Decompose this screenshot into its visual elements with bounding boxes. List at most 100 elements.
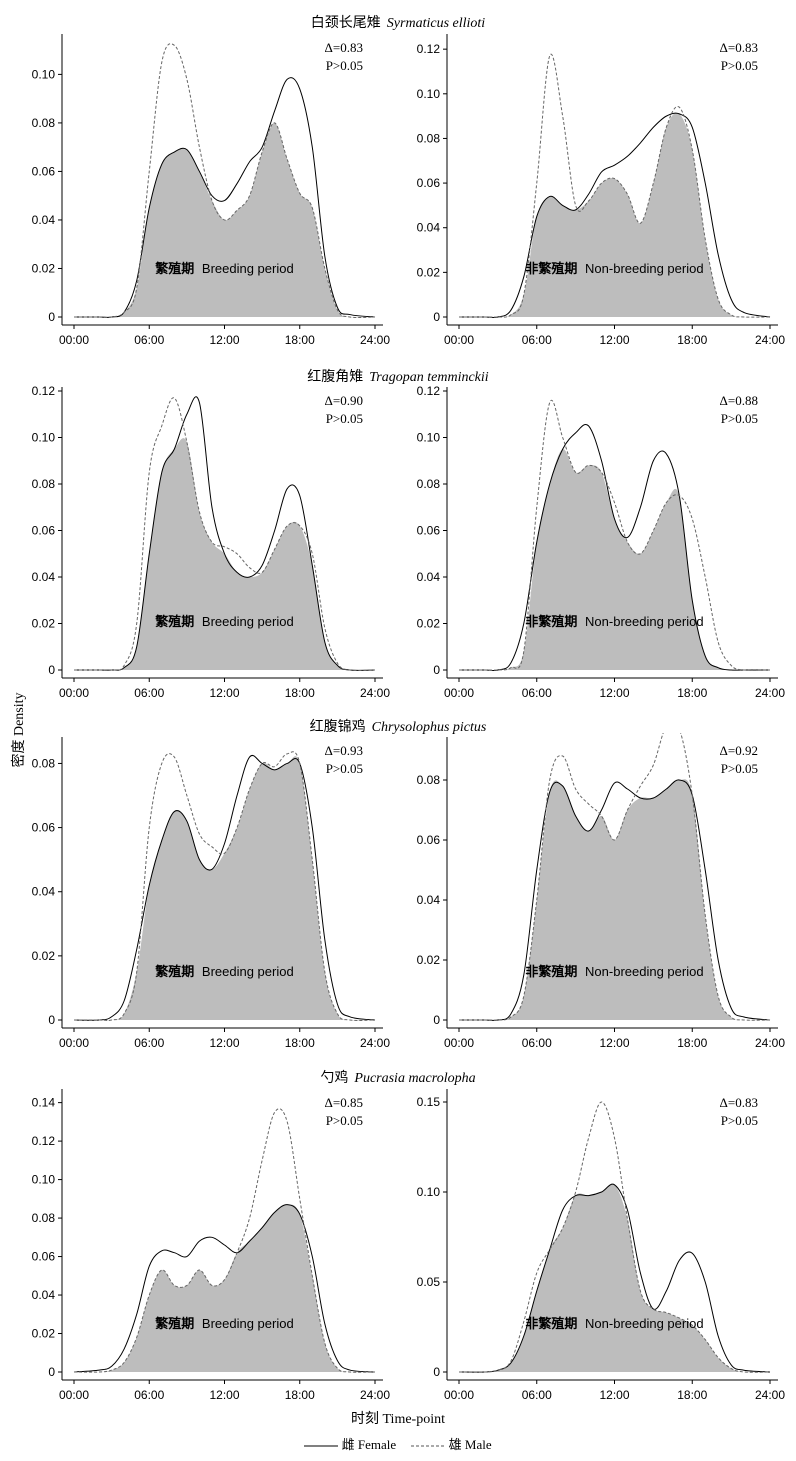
y-tick-label: 0.08 — [417, 477, 441, 491]
x-tick-label: 00:00 — [59, 1036, 89, 1050]
female-density-line — [459, 779, 771, 1021]
x-tick-label: 00:00 — [444, 1388, 474, 1402]
y-tick-label: 0.06 — [417, 833, 441, 847]
y-tick-label: 0 — [433, 1013, 440, 1027]
p-value: P>0.05 — [721, 1113, 758, 1128]
period-label-cn: 非繁殖期 — [525, 614, 581, 629]
overlap-coefficient: Δ=0.93 — [325, 743, 363, 758]
male-density-line — [74, 43, 376, 319]
x-tick-label: 18:00 — [285, 1388, 315, 1402]
chart-panel: 0 0.05 0.10 0.15 00:00 06:00 12:00 18:00 24:00 Δ=… — [417, 1089, 785, 1402]
x-tick-label: 24:00 — [360, 1388, 390, 1402]
period-label-en: Breeding period — [202, 964, 294, 979]
x-tick-label: 18:00 — [677, 1036, 707, 1050]
female-density-line — [74, 77, 376, 318]
y-tick-label: 0.08 — [417, 131, 441, 145]
y-tick-label: 0.10 — [32, 431, 56, 445]
x-tick-label: 00:00 — [59, 1388, 89, 1402]
female-density-line — [459, 112, 771, 318]
y-tick-label: 0 — [48, 1365, 55, 1379]
y-tick-label: 0.15 — [417, 1095, 441, 1109]
period-label-cn: 繁殖期 — [155, 614, 198, 629]
overlap-area — [459, 779, 770, 1021]
y-tick-label: 0.12 — [417, 42, 441, 56]
y-tick-label: 0.04 — [32, 213, 56, 227]
period-label: 非繁殖期 Non-breeding period — [525, 614, 703, 629]
male-density-line — [459, 53, 771, 318]
y-tick-label: 0.06 — [32, 1250, 56, 1264]
species-title-2: 红腹角雉 Tragopan temminckii — [0, 366, 796, 386]
chart-panel: 0 0.02 0.04 0.06 0.08 0.10 0.12 00:00 06:00 12:00… — [32, 384, 391, 700]
period-label: 繁殖期 Breeding period — [155, 614, 293, 629]
y-tick-label: 0.06 — [417, 524, 441, 538]
female-density-line — [458, 1183, 771, 1373]
x-tick-label: 12:00 — [599, 1036, 629, 1050]
overlap-coefficient: Δ=0.92 — [720, 743, 758, 758]
y-tick-label: 0.12 — [417, 384, 441, 398]
y-tick-label: 0.04 — [32, 570, 56, 584]
x-tick-label: 24:00 — [755, 1388, 785, 1402]
period-label: 繁殖期 Breeding period — [155, 1316, 293, 1331]
female-density-line — [73, 1204, 376, 1373]
legend-solid-line — [304, 1445, 339, 1447]
male-density-line — [459, 733, 771, 1021]
overlap-area — [459, 112, 770, 318]
y-tick-label: 0.12 — [32, 384, 56, 398]
species-latin: Tragopan temminckii — [369, 370, 489, 385]
p-value: P>0.05 — [721, 411, 758, 426]
y-tick-label: 0 — [433, 1365, 440, 1379]
overlap-coefficient: Δ=0.83 — [720, 1095, 758, 1110]
x-tick-label: 12:00 — [209, 1036, 239, 1050]
period-label-cn: 繁殖期 — [155, 261, 198, 276]
x-tick-label: 24:00 — [755, 1036, 785, 1050]
x-tick-label: 24:00 — [360, 333, 390, 347]
x-tick-label: 18:00 — [677, 333, 707, 347]
y-tick-label: 0.04 — [32, 1288, 56, 1302]
p-value: P>0.05 — [721, 58, 758, 73]
y-tick-label: 0.08 — [32, 756, 56, 770]
x-tick-label: 12:00 — [209, 1388, 239, 1402]
legend-male-label: 雄 Male — [448, 1437, 492, 1452]
period-label-cn: 繁殖期 — [155, 964, 198, 979]
period-label-en: Breeding period — [202, 261, 294, 276]
chart-panel: 0 0.02 0.04 0.06 0.08 00:00 06:00 12:00 18:00 24:… — [417, 733, 785, 1050]
x-tick-label: 24:00 — [360, 1036, 390, 1050]
x-tick-label: 06:00 — [134, 333, 164, 347]
chart-panel: 0 0.02 0.04 0.06 0.08 0.10 0.12 00:00 06:00 12:00… — [417, 384, 786, 700]
period-label: 繁殖期 Breeding period — [155, 261, 293, 276]
overlap-coefficient: Δ=0.85 — [325, 1095, 363, 1110]
overlap-coefficient: Δ=0.83 — [720, 40, 758, 55]
y-tick-label: 0.10 — [32, 67, 56, 81]
y-tick-label: 0.06 — [32, 524, 56, 538]
period-label-en: Breeding period — [202, 1316, 294, 1331]
x-tick-label: 12:00 — [599, 1388, 629, 1402]
y-tick-label: 0 — [48, 663, 55, 677]
x-tick-label: 24:00 — [755, 686, 785, 700]
female-density-line — [73, 754, 376, 1021]
x-tick-label: 06:00 — [522, 1036, 552, 1050]
y-tick-label: 0.08 — [32, 116, 56, 130]
x-tick-label: 18:00 — [285, 686, 315, 700]
y-tick-label: 0.06 — [32, 164, 56, 178]
y-tick-label: 0.02 — [32, 1327, 56, 1341]
period-label-cn: 非繁殖期 — [525, 1316, 581, 1331]
x-tick-label: 06:00 — [134, 686, 164, 700]
y-tick-label: 0.06 — [32, 821, 56, 835]
y-tick-label: 0.02 — [417, 953, 441, 967]
y-tick-label: 0.02 — [32, 617, 56, 631]
x-tick-label: 12:00 — [599, 333, 629, 347]
y-tick-label: 0.10 — [32, 1173, 56, 1187]
period-label-en: Non-breeding period — [585, 964, 704, 979]
species-latin: Pucrasia macrolopha — [354, 1071, 476, 1086]
x-tick-label: 12:00 — [209, 333, 239, 347]
chart-panel: 0 0.02 0.04 0.06 0.08 0.10 0.12 0.14 00:00 06:00 1… — [32, 1089, 390, 1402]
y-tick-label: 0.02 — [417, 265, 441, 279]
y-tick-label: 0.12 — [32, 1134, 56, 1148]
y-tick-label: 0.10 — [417, 1185, 441, 1199]
y-tick-label: 0 — [433, 663, 440, 677]
x-tick-label: 06:00 — [522, 686, 552, 700]
species-title-1: 白颈长尾雉 Syrmaticus ellioti — [0, 12, 796, 32]
x-tick-label: 18:00 — [677, 686, 707, 700]
species-cn: 白颈长尾雉 — [310, 16, 381, 31]
p-value: P>0.05 — [326, 411, 363, 426]
